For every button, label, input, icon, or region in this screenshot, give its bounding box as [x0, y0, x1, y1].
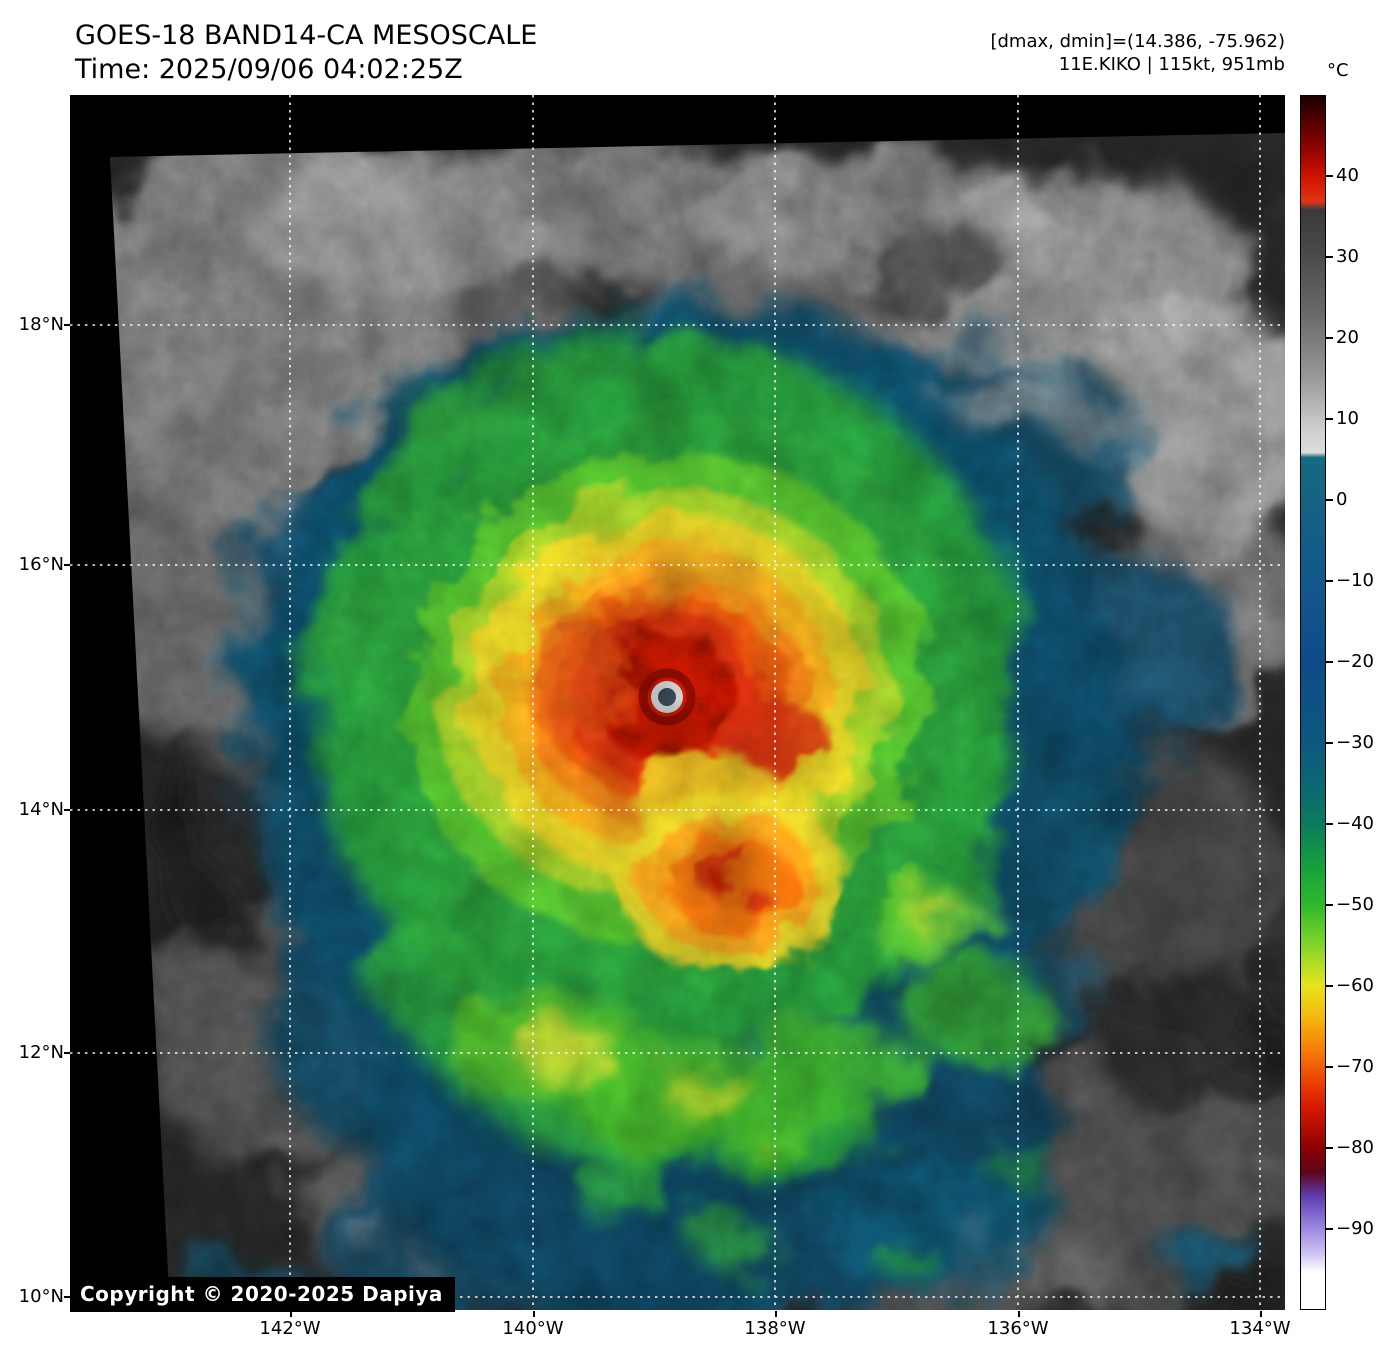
lat-label: 18°N [0, 314, 70, 336]
lon-label: 138°W [735, 1311, 815, 1340]
lat-label: 14°N [0, 799, 70, 821]
lat-label: 12°N [0, 1042, 70, 1064]
page-title: GOES-18 BAND14-CA MESOSCALE [75, 20, 538, 51]
colorbar [1300, 95, 1326, 1310]
colorbar-gradient [1301, 96, 1325, 1309]
satellite-image [70, 95, 1285, 1310]
swath [110, 133, 1285, 1310]
plot-area [70, 95, 1285, 1310]
colorbar-tick-label: 30 [1326, 246, 1390, 268]
colorbar-tick-label: 40 [1326, 165, 1390, 187]
colorbar-tick-label: 10 [1326, 408, 1390, 430]
colorbar-tick-label: −80 [1326, 1137, 1390, 1159]
colorbar-unit-label: °C [1327, 60, 1349, 81]
colorbar-tick-label: −30 [1326, 732, 1390, 754]
copyright-badge: Copyright © 2020-2025 Dapiya [70, 1277, 455, 1312]
lon-label: 140°W [493, 1311, 573, 1340]
lat-label: 10°N [0, 1286, 70, 1308]
colorbar-tick-label: 0 [1326, 489, 1390, 511]
header-metadata: [dmax, dmin]=(14.386, -75.962) 11E.KIKO … [990, 30, 1285, 76]
storm-info: 11E.KIKO | 115kt, 951mb [1058, 54, 1285, 75]
texture-overlay-dark [110, 133, 1285, 1310]
colorbar-tick-label: −70 [1326, 1056, 1390, 1078]
colorbar-tick-label: −10 [1326, 570, 1390, 592]
lon-label: 134°W [1220, 1311, 1300, 1340]
colorbar-tick-label: −50 [1326, 894, 1390, 916]
colorbar-tick-label: 20 [1326, 327, 1390, 349]
dmax-dmin-readout: [dmax, dmin]=(14.386, -75.962) [990, 31, 1285, 52]
graticule-gridlines [70, 95, 1285, 1310]
lon-label: 136°W [978, 1311, 1058, 1340]
lon-label: 142°W [250, 1311, 330, 1340]
timestamp: Time: 2025/09/06 04:02:25Z [75, 54, 463, 85]
colorbar-tick-label: −20 [1326, 651, 1390, 673]
lat-label: 16°N [0, 554, 70, 576]
colorbar-tick-label: −90 [1326, 1218, 1390, 1240]
colorbar-tick-label: −60 [1326, 975, 1390, 997]
colorbar-tick-label: −40 [1326, 813, 1390, 835]
